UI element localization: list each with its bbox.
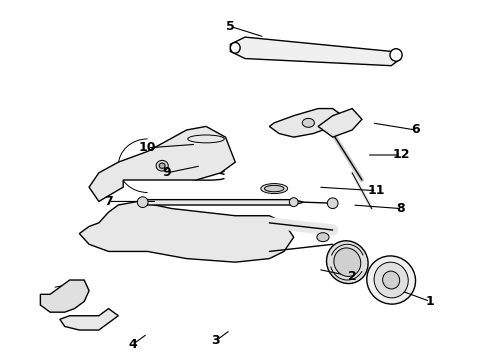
Ellipse shape (137, 197, 148, 207)
Polygon shape (40, 280, 89, 312)
Ellipse shape (317, 233, 329, 242)
Polygon shape (230, 37, 401, 66)
Text: 6: 6 (411, 123, 420, 136)
Text: 8: 8 (396, 202, 405, 215)
Text: 12: 12 (392, 148, 410, 162)
Ellipse shape (265, 185, 284, 192)
Ellipse shape (326, 241, 368, 284)
Ellipse shape (327, 198, 338, 208)
Text: 2: 2 (348, 270, 357, 283)
Ellipse shape (383, 271, 400, 289)
Ellipse shape (289, 198, 298, 207)
Text: 11: 11 (368, 184, 385, 197)
Text: 10: 10 (139, 141, 156, 154)
Ellipse shape (188, 135, 224, 143)
Text: 3: 3 (212, 334, 220, 347)
Polygon shape (60, 309, 118, 330)
Text: 4: 4 (128, 338, 137, 351)
Text: 5: 5 (226, 20, 235, 33)
Polygon shape (318, 109, 362, 137)
Text: 7: 7 (104, 195, 113, 208)
Text: 1: 1 (426, 295, 435, 308)
Ellipse shape (367, 256, 416, 304)
Polygon shape (79, 202, 294, 262)
Ellipse shape (334, 248, 361, 276)
Polygon shape (89, 126, 235, 202)
Ellipse shape (156, 160, 168, 171)
Ellipse shape (302, 118, 315, 127)
Ellipse shape (374, 262, 408, 298)
Polygon shape (138, 200, 303, 205)
Ellipse shape (159, 163, 165, 168)
Ellipse shape (261, 184, 288, 194)
Ellipse shape (230, 42, 240, 53)
Ellipse shape (390, 49, 402, 61)
Polygon shape (270, 109, 343, 137)
Text: 9: 9 (163, 166, 172, 179)
